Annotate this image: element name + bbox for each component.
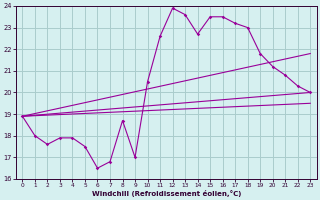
X-axis label: Windchill (Refroidissement éolien,°C): Windchill (Refroidissement éolien,°C) <box>92 190 241 197</box>
